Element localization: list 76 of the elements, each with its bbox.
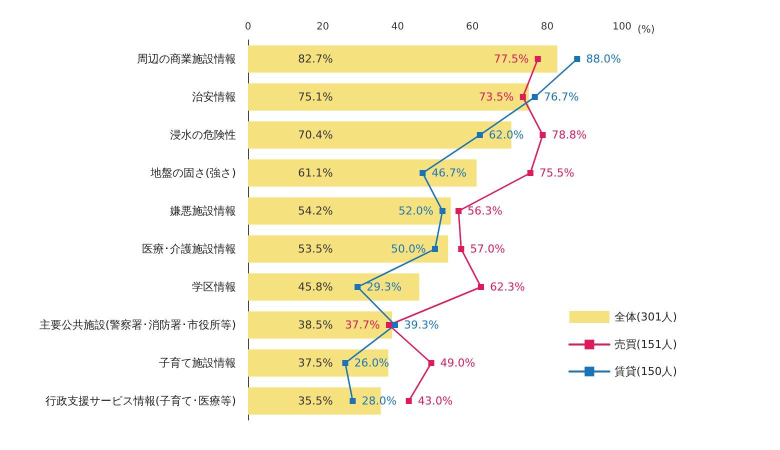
bar	[248, 349, 388, 377]
point	[574, 56, 580, 62]
x-tick-label: 80	[540, 22, 554, 32]
data-label: 73.5%	[478, 90, 514, 104]
bar	[248, 45, 558, 73]
data-label: 29.3%	[366, 280, 402, 294]
data-label: 53.5%	[298, 242, 333, 256]
data-label: 70.4%	[298, 128, 333, 142]
data-label: 35.5%	[298, 394, 333, 408]
point	[392, 322, 398, 328]
data-label: 88.0%	[586, 52, 622, 66]
data-label: 46.7%	[432, 166, 467, 180]
data-label: 37.5%	[298, 356, 333, 370]
bar	[248, 235, 448, 263]
data-label: 78.8%	[552, 128, 587, 142]
data-label: 57.0%	[470, 242, 506, 256]
x-tick-label: 20	[316, 22, 330, 32]
y-tick-label: 行政支援サービス情報(子育て･医療等)	[45, 394, 236, 408]
data-label: 39.3%	[404, 318, 439, 332]
data-label: 62.3%	[490, 280, 525, 294]
point	[432, 246, 438, 252]
data-label: 56.3%	[468, 204, 503, 218]
point	[428, 360, 434, 366]
legend-label: 全体(301人)	[614, 310, 678, 324]
y-tick-label: 嫌悪施設情報	[170, 204, 236, 218]
bar	[248, 273, 420, 301]
legend-label: 売買(151人)	[614, 338, 678, 351]
data-label: 77.5%	[494, 52, 529, 66]
data-label: 75.1%	[298, 90, 333, 104]
data-label: 50.0%	[391, 242, 426, 256]
data-label: 82.7%	[298, 52, 333, 66]
point	[350, 398, 356, 404]
y-tick-label: 治安情報	[192, 90, 236, 104]
data-label: 37.7%	[345, 318, 380, 332]
bar	[248, 83, 529, 111]
y-tick-label: 子育て施設情報	[159, 356, 236, 370]
bar	[248, 311, 392, 339]
bar	[248, 197, 451, 225]
data-label: 52.0%	[398, 204, 434, 218]
y-tick-label: 地盤の固さ(強さ)	[149, 166, 236, 180]
point	[534, 56, 541, 62]
point	[478, 284, 484, 290]
x-tick-label: 0	[244, 22, 252, 32]
data-label: 26.0%	[354, 356, 390, 370]
x-axis-title: (%)	[637, 24, 655, 36]
point	[342, 360, 348, 366]
legend-label: 賃貸(150人)	[614, 365, 678, 378]
point	[476, 132, 483, 138]
point	[354, 284, 361, 290]
y-tick-label: 浸水の危険性	[170, 128, 236, 142]
x-tick-label: 40	[391, 22, 404, 32]
y-tick-label: 医療･介護施設情報	[142, 242, 236, 256]
data-label: 38.5%	[298, 318, 333, 332]
point	[439, 208, 446, 214]
point	[532, 94, 538, 100]
point	[540, 132, 546, 138]
data-label: 45.8%	[298, 280, 333, 294]
point	[420, 170, 426, 176]
point	[458, 246, 464, 252]
point	[406, 398, 412, 404]
point	[456, 208, 462, 214]
data-label: 43.0%	[418, 394, 453, 408]
point	[386, 322, 392, 328]
data-label: 49.0%	[440, 356, 476, 370]
data-label: 54.2%	[298, 204, 333, 218]
point	[520, 94, 526, 100]
data-label: 76.7%	[544, 90, 579, 104]
y-tick-label: 周辺の商業施設情報	[137, 52, 236, 66]
x-tick-label: 60	[466, 22, 479, 32]
y-tick-label: 学区情報	[192, 280, 236, 294]
x-tick-label: 100	[612, 22, 632, 32]
y-tick-label: 主要公共施設(警察署･消防署･市役所等)	[39, 318, 236, 332]
point	[527, 170, 534, 176]
data-label: 75.5%	[539, 166, 574, 180]
data-label: 61.1%	[298, 166, 333, 180]
bar	[248, 159, 477, 187]
